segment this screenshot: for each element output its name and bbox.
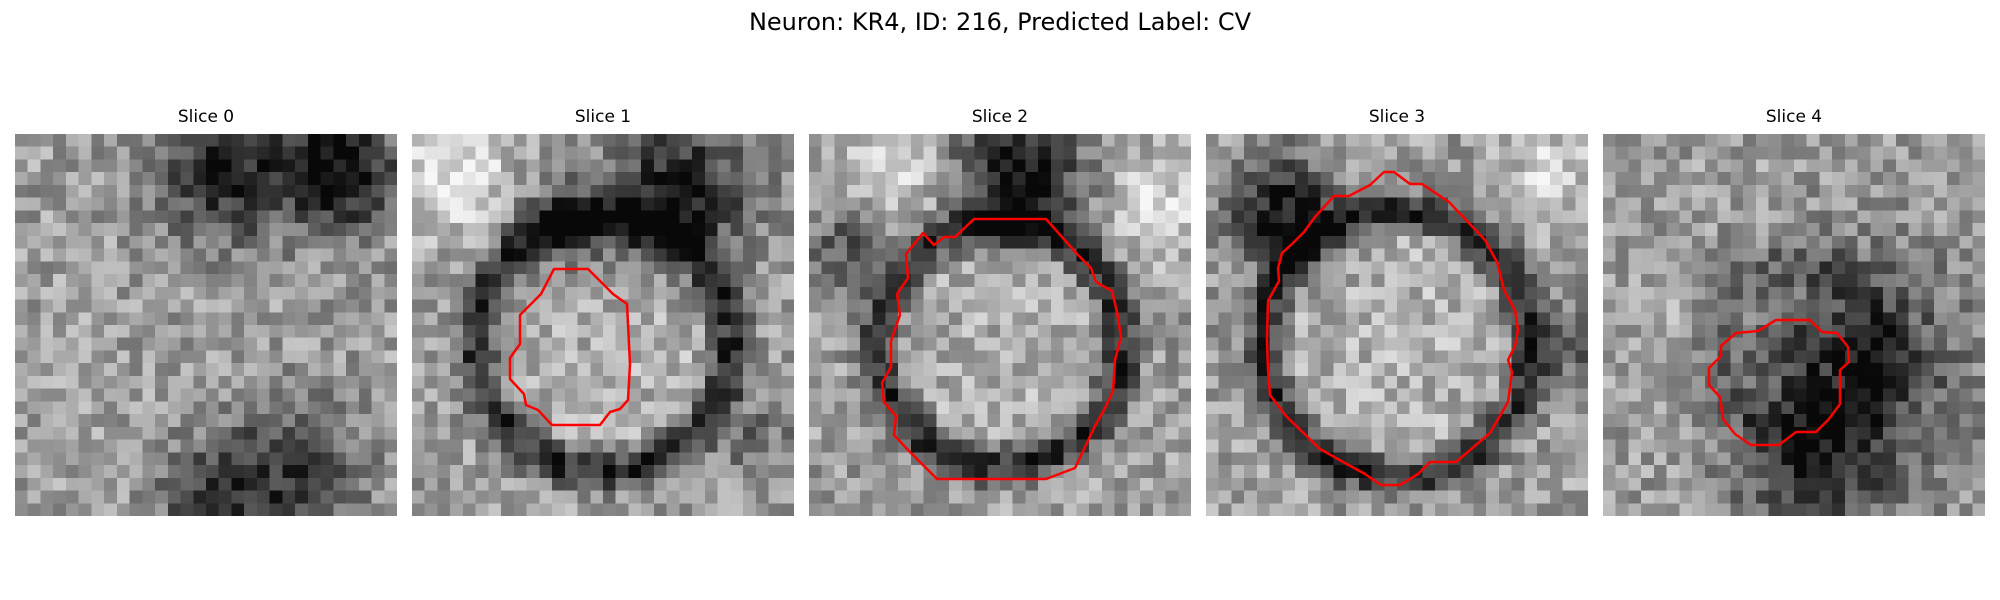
- slice-panel-1: Slice 1: [412, 104, 794, 516]
- contour-outline: [1265, 170, 1520, 487]
- slice-title: Slice 4: [1765, 107, 1823, 127]
- slice-panel-3: Slice 3: [1206, 104, 1588, 516]
- segmentation-contour: [1265, 170, 1520, 487]
- slice-title: Slice 0: [177, 107, 235, 127]
- segmentation-contour: [880, 217, 1123, 481]
- slice-image: [1206, 134, 1588, 516]
- figure-title: Neuron: KR4, ID: 216, Predicted Label: C…: [748, 8, 1252, 36]
- slice-panel-4: Slice 4: [1603, 104, 1985, 516]
- slice-image: [809, 134, 1191, 516]
- contour-outline: [508, 267, 632, 427]
- slice-title: Slice 1: [574, 107, 632, 127]
- slice-panel-2: Slice 2: [809, 104, 1191, 516]
- contour-outline: [1707, 318, 1851, 447]
- segmentation-contour: [1707, 318, 1851, 447]
- slice-image: [412, 134, 794, 516]
- slice-title: Slice 3: [1368, 107, 1426, 127]
- contour-outline: [880, 217, 1123, 481]
- segmentation-contour: [508, 267, 632, 427]
- slice-title: Slice 2: [971, 107, 1029, 127]
- slice-panel-0: Slice 0: [15, 104, 397, 516]
- slice-image: [15, 134, 397, 516]
- slice-image: [1603, 134, 1985, 516]
